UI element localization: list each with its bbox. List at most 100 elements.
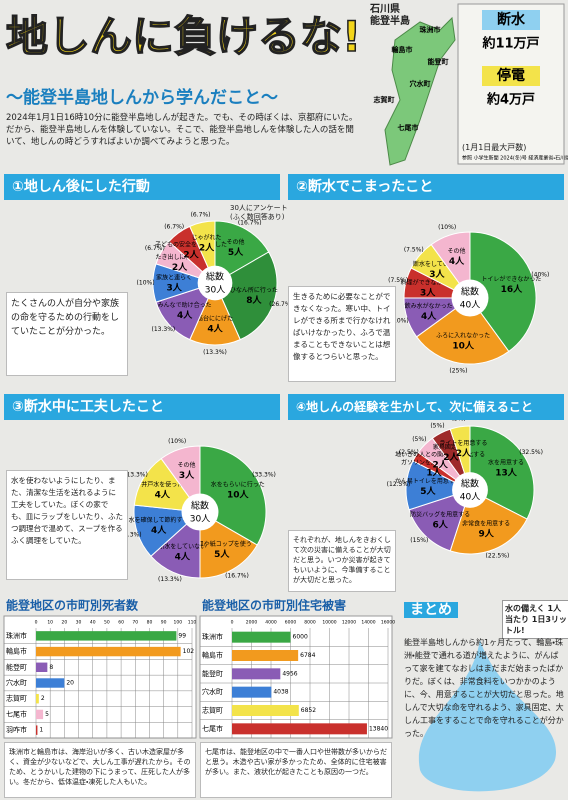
slice-label: 断水をしていない [158,542,206,550]
slice-label: 高台ににげた [197,314,233,322]
slice-percent: (12.5%) [387,481,411,488]
town-label: 志賀町 [373,95,395,104]
total-value: 40人 [460,493,480,503]
slice-percent: (33.3%) [252,472,276,479]
pie-slice [150,510,201,579]
slice-count: 3人 [179,470,195,481]
category-label: 穴水町 [202,687,223,696]
x-tick-label: 0 [231,620,234,626]
bar-chart-title: 能登地区の市町別住宅被害 [202,598,346,613]
map-shape [384,16,456,166]
bar [36,646,181,657]
slice-percent: (10%) [168,438,186,445]
slice-percent: (7.5%) [388,277,408,284]
x-tick-label: 0 [35,620,38,626]
bar [232,631,291,643]
summary-text: 能登半島地しんから約1ヶ月たって、輪島・珠洲・能登で通れる道が増えたように、がん… [404,638,564,738]
slice-label: 飲み水がなかった [405,302,453,310]
slice-percent: (13.3%) [152,326,176,333]
pie-slice [430,231,471,300]
slice-count: 10人 [452,341,475,352]
section-header: ③断水中に工夫したこと [4,394,280,420]
x-tick-label: 8000 [304,620,316,626]
town-label: 珠洲市 [420,25,441,34]
slice-label: 料理ができなかった [401,278,455,286]
pie-center [181,493,219,531]
slice-percent: (10%) [438,224,456,231]
slice-label: トイレができなかった [481,275,541,283]
category-label: 輪島市 [6,647,27,656]
bar [36,662,48,672]
category-label: 珠洲市 [202,632,223,641]
title: 地しんに負けるな! [5,11,362,62]
pie-center [197,265,233,301]
slice-count: 2人 [199,242,215,253]
slice-label: 断水をしていない [413,260,461,268]
map-title: 石川県 能登半島 [370,4,410,27]
slice-count: 10人 [227,490,250,501]
x-tick-label: 12000 [342,620,356,626]
slice-count: 3人 [429,269,445,280]
slice-count: 4人 [421,311,437,322]
water-note: 水の備えく 1人当たり 1日3リットル! [502,600,568,639]
slice-count: 3人 [420,287,436,298]
slice-percent: (22.5%) [486,553,510,560]
town-label: 穴水町 [410,79,431,88]
x-tick-label: 30 [76,620,82,626]
water-drop [418,640,557,792]
x-tick-label: 50 [104,620,110,626]
x-tick-label: 70 [132,620,138,626]
pie-center [452,472,488,508]
info-source: 参照 小学生新聞 2024(冬)号 経済産業省・石川県HP [462,155,568,162]
town-label: 輪島市 [392,45,413,54]
bar [36,709,44,720]
section-header: ④地しんの経験を生かして、次に備えること [288,394,564,420]
bar [36,694,39,704]
value-label: 6000 [293,634,308,641]
x-tick-label: 16000 [381,620,395,626]
slice-label: その他 [448,247,466,255]
slice-label: 地いきの人との関わりを強化する [395,451,485,459]
slice-count: 9人 [479,529,495,540]
x-tick-label: 2000 [246,620,258,626]
category-label: 輪島市 [202,651,223,660]
slice-percent: (10%) [137,280,155,287]
slice-count: 16人 [501,284,524,295]
x-tick-label: 90 [161,620,167,626]
bar [232,723,367,735]
slice-count: 4人 [175,551,191,562]
slice-count: 5人 [228,247,244,258]
category-label: 珠洲市 [6,631,27,640]
slice-percent: (5%) [412,436,426,443]
slice-label: その他 [226,238,244,246]
x-tick-label: 4000 [265,620,277,626]
pie-slice [469,231,537,353]
slice-label: ライトを用意する [439,439,487,447]
slice-label: 水を確保して節約する [129,516,189,524]
slice-label: 井戸水を使った [141,481,183,489]
slice-label: 水を用意する [488,458,524,466]
info-label-bg [482,66,540,86]
comment: 水を使わないようにしたり、また、清潔な生活を送れるように工夫をしていた。ぼくの家… [6,470,128,580]
pie-slice [160,445,201,514]
total-value: 40人 [460,301,480,311]
value-label: 2 [41,695,45,702]
value-label: 4956 [282,670,297,677]
slice-label: みんなで助け合った [158,301,212,309]
bar [232,668,281,680]
value-label: 4038 [273,689,288,696]
bar [232,705,299,716]
slice-count: 5人 [214,549,230,560]
slice-percent: (6.7%) [164,223,184,230]
slice-percent: (13.3%) [124,472,148,479]
total-value: 30人 [190,515,210,525]
slice-count: 4人 [177,310,193,321]
x-tick-label: 60 [118,620,124,626]
town-label: 能登町 [428,57,449,66]
bar [36,678,65,688]
town-label: 七尾市 [398,123,419,132]
slice-label: 子どもの安全を確にんした [155,240,227,248]
bar [36,631,177,641]
slice-label: 非常食を用意する [462,520,510,528]
category-label: 羽咋市 [6,725,27,734]
